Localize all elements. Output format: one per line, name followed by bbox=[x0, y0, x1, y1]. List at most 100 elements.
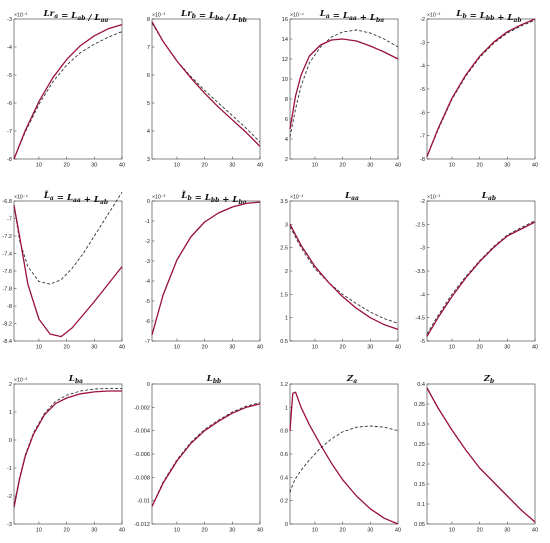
x-tick-label: 10 bbox=[36, 528, 42, 534]
y-tick-label: 0.35 bbox=[414, 402, 425, 408]
x-tick-label: 10 bbox=[449, 163, 455, 169]
series-solid-line bbox=[151, 201, 261, 336]
x-tick-label: 30 bbox=[91, 163, 97, 169]
panel-title: Laa bbox=[344, 191, 359, 202]
y-tick-label: 0 bbox=[9, 438, 12, 444]
panel-12: 10 20 30 40 0.05 0.1 0.15 0.2 0.25 0.3 0.35 0.4 Zb bbox=[414, 374, 538, 534]
y-tick-label: -3 bbox=[7, 17, 12, 23]
x-tick-label: 30 bbox=[504, 528, 510, 534]
y-tick-label: 2.5 bbox=[280, 246, 288, 252]
y-tick-label: 10 bbox=[282, 77, 288, 83]
panel-9: 10 20 30 40 -3 -2 -1 0 1 2×10⁻³ Lba bbox=[7, 374, 125, 534]
series-solid-line bbox=[13, 23, 123, 160]
series-dashed-line bbox=[289, 425, 399, 493]
x-tick-label: 10 bbox=[449, 345, 455, 351]
y-tick-label: -6 bbox=[145, 319, 150, 325]
y-tick-label: -5 bbox=[145, 299, 150, 305]
series-solid-line bbox=[289, 391, 399, 525]
y-tick-label: -6 bbox=[420, 110, 425, 116]
y-tick-label: -3 bbox=[145, 259, 150, 265]
axes-box bbox=[289, 18, 399, 160]
y-tick-label: 2 bbox=[285, 157, 288, 163]
y-tick-label: -2 bbox=[420, 17, 425, 23]
y-tick-label: -3 bbox=[420, 40, 425, 46]
axes-box bbox=[13, 200, 123, 342]
y-tick-label: 0.2 bbox=[280, 499, 288, 505]
y-tick-label: 0 bbox=[147, 199, 150, 205]
x-tick-label: 20 bbox=[63, 163, 69, 169]
y-tick-label: -1 bbox=[145, 219, 150, 225]
x-tick-label: 30 bbox=[367, 528, 373, 534]
y-tick-label: -7.2 bbox=[2, 234, 12, 240]
y-tick-label: 4 bbox=[285, 137, 288, 143]
y-tick-label: -7 bbox=[7, 217, 12, 223]
axes-box bbox=[151, 200, 261, 342]
axes-box bbox=[289, 200, 399, 342]
y-tick-label: 8 bbox=[147, 17, 150, 23]
x-tick-label: 20 bbox=[476, 528, 482, 534]
y-tick-label: 0.5 bbox=[280, 339, 288, 345]
y-tick-label: -7 bbox=[7, 129, 12, 135]
y-tick-label: 3 bbox=[147, 157, 150, 163]
x-tick-label: 40 bbox=[119, 528, 125, 534]
x-tick-label: 20 bbox=[201, 345, 207, 351]
series-solid-line bbox=[13, 205, 123, 338]
axis-exponent: ×10⁻⁴ bbox=[14, 195, 28, 201]
x-tick-label: 20 bbox=[201, 528, 207, 534]
y-tick-label: -0.002 bbox=[134, 405, 150, 411]
panel-title: Za bbox=[346, 374, 357, 385]
series-dashed-line bbox=[151, 22, 261, 143]
y-tick-label: 0.2 bbox=[417, 462, 425, 468]
series-solid-line bbox=[13, 390, 122, 508]
y-tick-label: -8 bbox=[7, 304, 12, 310]
x-tick-label: 20 bbox=[201, 163, 207, 169]
y-tick-label: 1 bbox=[285, 316, 288, 322]
x-tick-label: 10 bbox=[312, 163, 318, 169]
y-tick-label: 4 bbox=[147, 129, 150, 135]
axis-exponent: ×10⁻³ bbox=[152, 195, 166, 201]
y-tick-label: -3 bbox=[7, 522, 12, 528]
y-tick-label: -2 bbox=[420, 199, 425, 205]
y-tick-label: 6 bbox=[147, 73, 150, 79]
y-tick-label: -2.5 bbox=[415, 222, 425, 228]
y-tick-label: 0.05 bbox=[414, 522, 425, 528]
x-tick-label: 30 bbox=[229, 163, 235, 169]
y-tick-label: 0.25 bbox=[414, 442, 425, 448]
y-tick-label: -0.004 bbox=[134, 429, 150, 435]
panel-title: La = Laa + Lba bbox=[319, 9, 384, 24]
axis-exponent: ×10⁻³ bbox=[14, 13, 28, 19]
y-tick-label: -5 bbox=[420, 87, 425, 93]
y-tick-label: 3.5 bbox=[280, 199, 288, 205]
x-tick-label: 40 bbox=[532, 345, 538, 351]
x-tick-label: 20 bbox=[476, 163, 482, 169]
x-tick-label: 40 bbox=[532, 528, 538, 534]
axes-box bbox=[13, 383, 123, 525]
x-tick-label: 30 bbox=[229, 528, 235, 534]
y-tick-label: 2 bbox=[9, 382, 12, 388]
axes-box bbox=[151, 18, 261, 160]
x-tick-label: 30 bbox=[91, 345, 97, 351]
panel-3: 10 20 30 40 2 4 6 8 10 12 14 16×10⁻⁴ La = Laa + Lba bbox=[282, 9, 401, 169]
x-tick-label: 40 bbox=[119, 163, 125, 169]
y-tick-label: -2 bbox=[145, 239, 150, 245]
y-tick-label: -3.5 bbox=[415, 269, 425, 275]
panel-8: 10 20 30 40 -5 -4.5 -4 -3.5 -3 -2.5 -2×10⁻³ Lab bbox=[415, 191, 538, 351]
x-tick-label: 10 bbox=[449, 528, 455, 534]
panel-10: 10 20 30 40 -0.012 -0.01 -0.008 -0.006 -0.004 -0.… bbox=[134, 374, 263, 534]
x-tick-label: 10 bbox=[312, 345, 318, 351]
y-tick-label: -4 bbox=[420, 64, 425, 70]
y-tick-label: -8.2 bbox=[2, 322, 12, 328]
panel-title: Zb bbox=[483, 374, 494, 385]
panel-6: 10 20 30 40 -7 -6 -5 -4 -3 -2 -1 0×10⁻³ L̃b = Lbb + … bbox=[145, 189, 263, 350]
series-solid-line bbox=[151, 403, 261, 507]
panel-2: 10 20 30 40 3 4 5 6 7 8×10⁻³ Lrb = Lba / Lbb bbox=[147, 9, 263, 169]
axis-exponent: ×10⁻⁴ bbox=[290, 13, 304, 19]
axis-exponent: ×10⁻³ bbox=[290, 195, 304, 201]
y-tick-label: -3 bbox=[420, 246, 425, 252]
y-tick-label: -2 bbox=[7, 494, 12, 500]
y-tick-label: -8.4 bbox=[2, 339, 12, 345]
series-solid-line bbox=[426, 18, 536, 157]
y-tick-label: 0.3 bbox=[417, 422, 425, 428]
y-tick-label: 0 bbox=[285, 522, 288, 528]
panel-title: Lb = Lbb + Lab bbox=[455, 9, 521, 24]
